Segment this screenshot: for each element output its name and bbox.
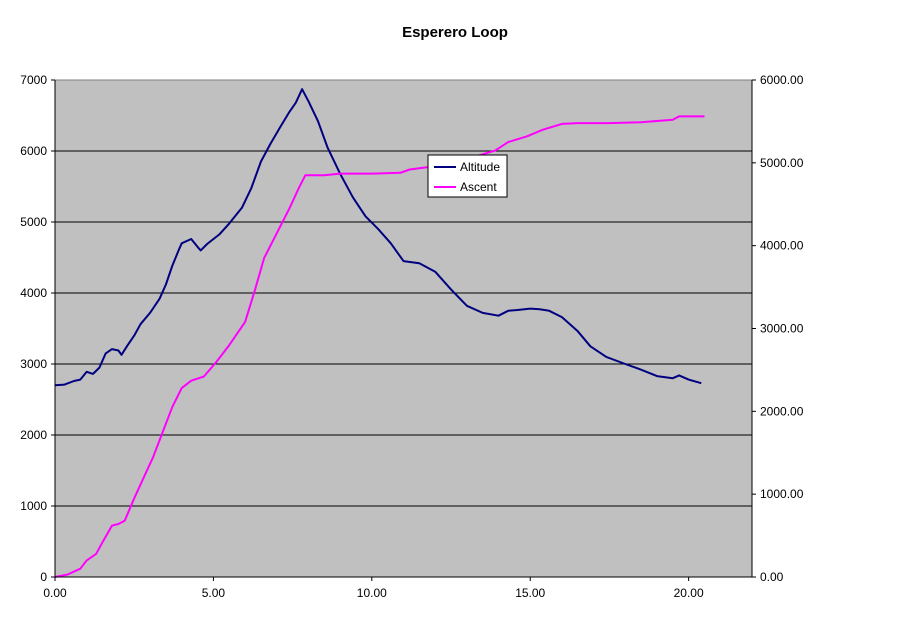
y-tick-label-left: 3000 [20,357,47,371]
chart-title: Esperero Loop [402,24,508,41]
y-tick-label-right: 0.00 [760,570,784,584]
gridlines [55,150,752,507]
y-tick-label-right: 6000.00 [760,73,804,87]
y-tick-label-left: 1000 [20,499,47,513]
y-tick-label-right: 2000.00 [760,404,804,418]
y-tick-label-right: 1000.00 [760,487,804,501]
x-tick-label: 10.00 [357,586,387,600]
y-tick-label-left: 6000 [20,144,47,158]
x-tick-label: 5.00 [202,586,226,600]
y-tick-label-left: 4000 [20,286,47,300]
y-tick-label-left: 0 [40,570,47,584]
legend-label-altitude: Altitude [460,160,500,174]
y-tick-label-left: 7000 [20,73,47,87]
series-line-altitude [54,88,702,387]
y-tick-label-right: 4000.00 [760,239,804,253]
series-layer [54,88,705,578]
x-tick-label: 0.00 [43,586,67,600]
x-tick-label: 15.00 [515,586,545,600]
y-tick-label-left: 5000 [20,215,47,229]
y-tick-label-right: 5000.00 [760,156,804,170]
y-tick-label-right: 3000.00 [760,322,804,336]
legend-label-ascent: Ascent [460,180,497,194]
y-tick-label-left: 2000 [20,428,47,442]
axes: 0 1000 2000 3000 4000 5000 6000 7000 0.00 1000.00… [20,73,803,600]
x-tick-label: 20.00 [674,586,704,600]
plot-area [55,80,752,577]
legend: Altitude Ascent [427,154,508,198]
series-line-ascent [54,115,705,578]
legend-box [427,154,508,198]
